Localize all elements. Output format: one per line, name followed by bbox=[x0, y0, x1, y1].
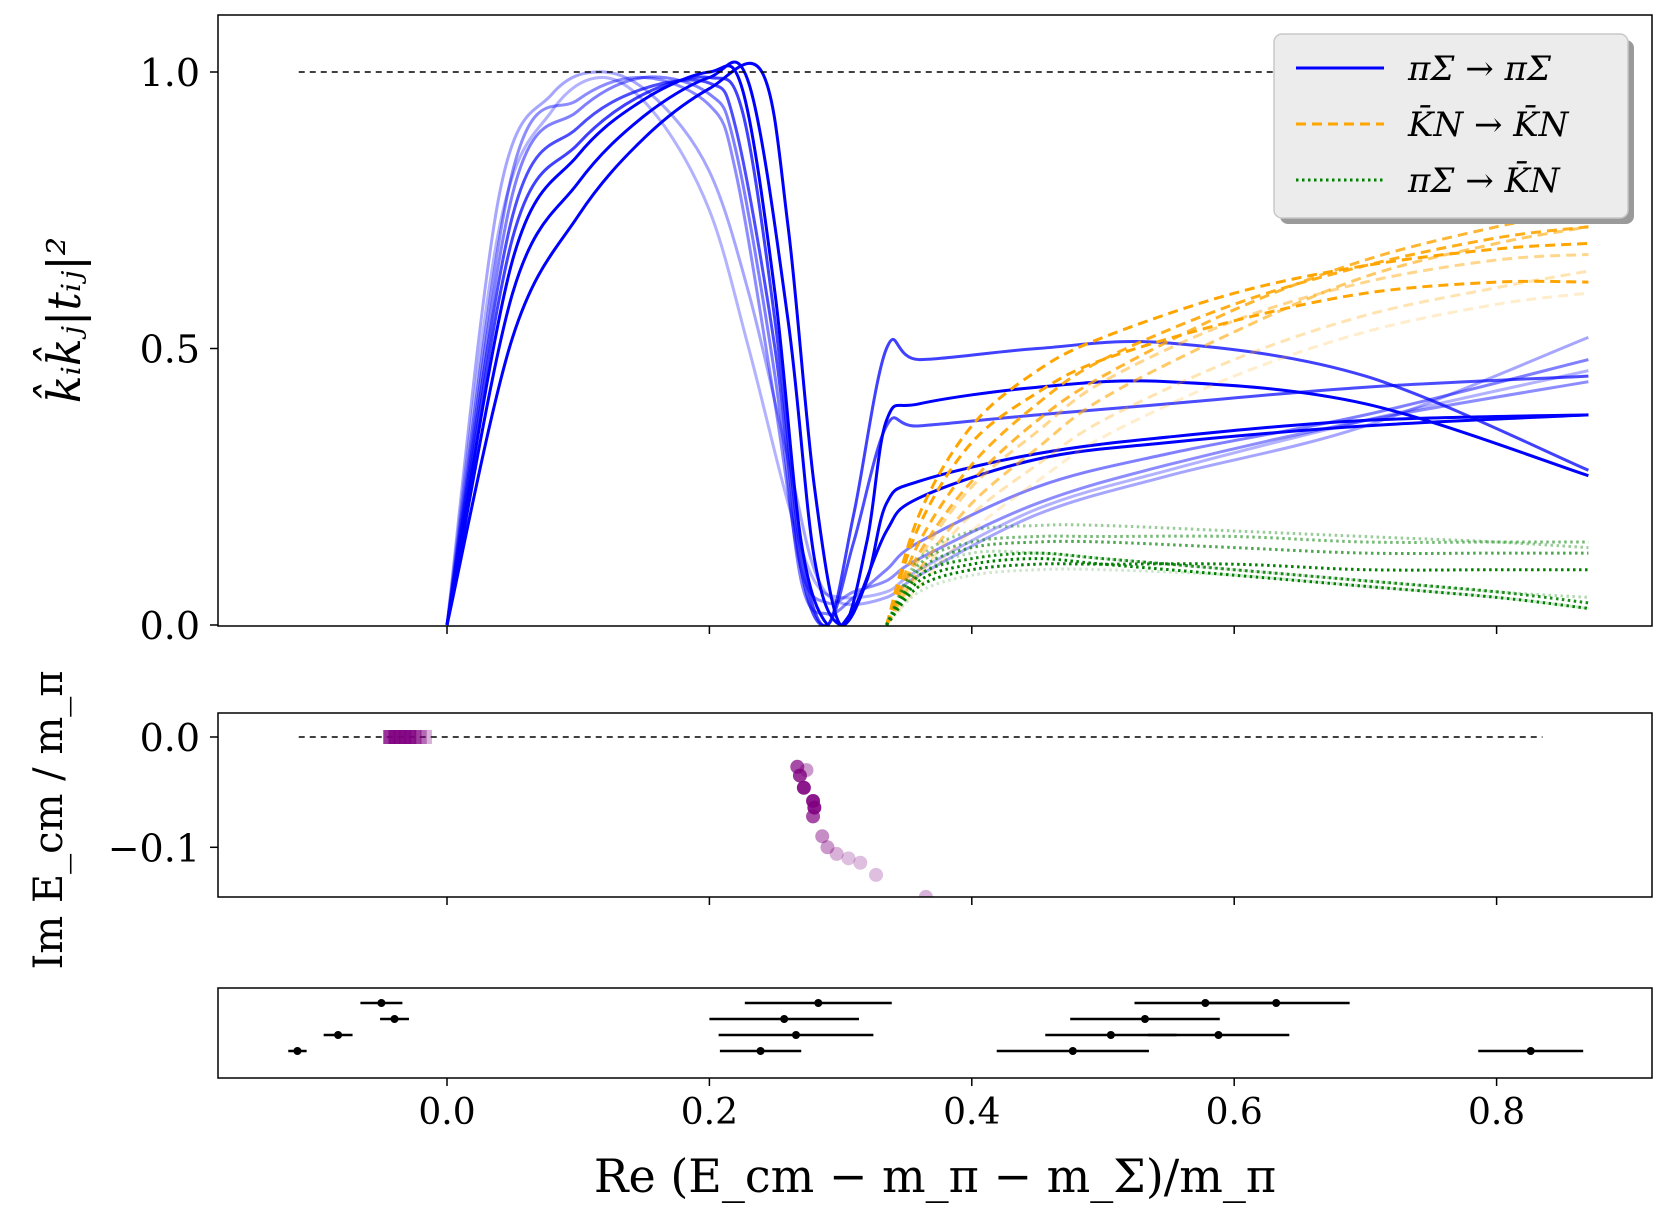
energy-level-point bbox=[1140, 1015, 1149, 1023]
curve-series-2-7 bbox=[885, 567, 1589, 626]
energy-level-point bbox=[390, 1015, 399, 1023]
curve-series-0-5 bbox=[445, 75, 1589, 626]
curve-series-2-4 bbox=[885, 534, 1589, 626]
curve-series-0-7 bbox=[445, 70, 1589, 626]
pole-marker bbox=[806, 809, 821, 824]
legend-label-1: K̄N → K̄N bbox=[1407, 104, 1570, 145]
spectrum-axes-frame bbox=[217, 987, 1653, 1079]
svg-text:k̂ᵢk̂ⱼ|tᵢⱼ|²: k̂ᵢk̂ⱼ|tᵢⱼ|² bbox=[32, 237, 91, 403]
curve-series-2-6 bbox=[885, 549, 1589, 626]
pole-marker bbox=[414, 730, 427, 744]
x-tick-label: 0.4 bbox=[943, 1092, 1000, 1133]
pole-marker bbox=[815, 829, 830, 844]
curve-series-1-5 bbox=[885, 253, 1589, 626]
legend-label-2: πΣ → K̄N bbox=[1407, 160, 1561, 201]
x-tick-label: 0.8 bbox=[1468, 1092, 1525, 1133]
x-axis-ticks: 0.0 0.2 0.4 0.6 0.8 bbox=[418, 1078, 1525, 1133]
x-axis-label: Re (E_cm − m_π − m_Σ)/m_π bbox=[594, 1149, 1276, 1203]
amplitude-y-ticks: 0.0 0.5 1.0 bbox=[140, 51, 218, 648]
energy-level-point bbox=[1106, 1031, 1115, 1039]
amplitude-panel: 0.00.51.0 k̂ᵢk̂ⱼ|tᵢⱼ|² πΣ → πΣK̄N → K̄Nπ… bbox=[32, 14, 1653, 648]
energy-level-point bbox=[334, 1031, 343, 1039]
pole-marker bbox=[829, 846, 844, 861]
energy-level-point bbox=[1526, 1047, 1535, 1055]
pole-marker bbox=[409, 730, 422, 744]
curve-series-0-2 bbox=[445, 64, 1589, 626]
legend-box bbox=[1273, 33, 1629, 219]
curve-series-2-3 bbox=[885, 539, 1589, 626]
energy-level-point bbox=[756, 1047, 765, 1055]
energy-level-point bbox=[293, 1047, 302, 1055]
pole-marker bbox=[796, 780, 811, 795]
y-tick-label: 1.0 bbox=[140, 51, 200, 95]
curve-series-0-8 bbox=[445, 75, 1589, 626]
x-tick-label: 0.0 bbox=[418, 1092, 475, 1133]
pole-marker bbox=[799, 763, 814, 778]
curve-series-0-1 bbox=[445, 61, 1589, 626]
x-tick-label: 0.6 bbox=[1206, 1092, 1263, 1133]
pole-marker bbox=[841, 851, 856, 866]
curve-series-2-2 bbox=[885, 551, 1589, 626]
pole-x-tick-marks bbox=[446, 897, 1498, 905]
curve-series-1-2 bbox=[885, 225, 1589, 626]
curve-series-2-1 bbox=[885, 562, 1589, 626]
pole-marker bbox=[792, 768, 807, 783]
curve-series-1-1 bbox=[885, 241, 1589, 626]
y-tick-label: 0.5 bbox=[140, 328, 200, 372]
legend-label-0: πΣ → πΣ bbox=[1407, 49, 1552, 89]
legend: πΣ → πΣ K̄N → K̄N πΣ → K̄N bbox=[1273, 33, 1634, 224]
amplitude-axes-frame bbox=[217, 14, 1653, 627]
x-tick-label: 0.2 bbox=[681, 1092, 738, 1133]
curve-series-0-4 bbox=[445, 78, 1589, 626]
energy-level-point bbox=[791, 1031, 800, 1039]
pole-y-ticks: 0.0 −0.1 bbox=[108, 716, 218, 870]
curve-series-1-0 bbox=[885, 279, 1589, 626]
y-tick-label: −0.1 bbox=[108, 826, 200, 870]
curve-series-2-0 bbox=[885, 557, 1589, 626]
energy-level-point bbox=[1068, 1047, 1077, 1055]
pole-marker bbox=[853, 855, 868, 870]
amplitude-curves bbox=[445, 60, 1589, 626]
spectrum-panel: 0.0 0.2 0.4 0.6 0.8 Re (E_cm − m_π − m_Σ)/m_… bbox=[217, 987, 1653, 1203]
curve-series-1-3 bbox=[885, 208, 1589, 626]
pole-panel: 0.0 −0.1 Im E_cm / m_π bbox=[26, 670, 1653, 970]
pole-marker bbox=[820, 840, 835, 855]
energy-level-point bbox=[1214, 1031, 1223, 1039]
svg-text:Im E_cm / m_π: Im E_cm / m_π bbox=[26, 670, 72, 969]
y-tick-label: 0.0 bbox=[140, 604, 200, 648]
pole-points bbox=[383, 730, 933, 897]
y-tick-label: 0.0 bbox=[140, 716, 200, 760]
curve-series-0-6 bbox=[445, 75, 1589, 626]
curve-series-1-4 bbox=[885, 225, 1589, 626]
pole-y-axis-label: Im E_cm / m_π bbox=[26, 670, 72, 969]
energy-level-point bbox=[1272, 999, 1281, 1007]
energy-level-points bbox=[288, 999, 1584, 1055]
energy-level-point bbox=[780, 1015, 789, 1023]
energy-level-point bbox=[814, 999, 823, 1007]
pole-marker bbox=[869, 867, 884, 882]
pole-marker bbox=[420, 730, 433, 744]
energy-level-point bbox=[377, 999, 386, 1007]
curve-series-0-0 bbox=[445, 60, 1589, 626]
amplitude-y-axis-label: k̂ᵢk̂ⱼ|tᵢⱼ|² bbox=[32, 237, 91, 403]
amplitude-x-tick-marks bbox=[446, 626, 1498, 634]
pole-marker bbox=[918, 889, 933, 897]
pole-axes-frame bbox=[217, 712, 1653, 898]
